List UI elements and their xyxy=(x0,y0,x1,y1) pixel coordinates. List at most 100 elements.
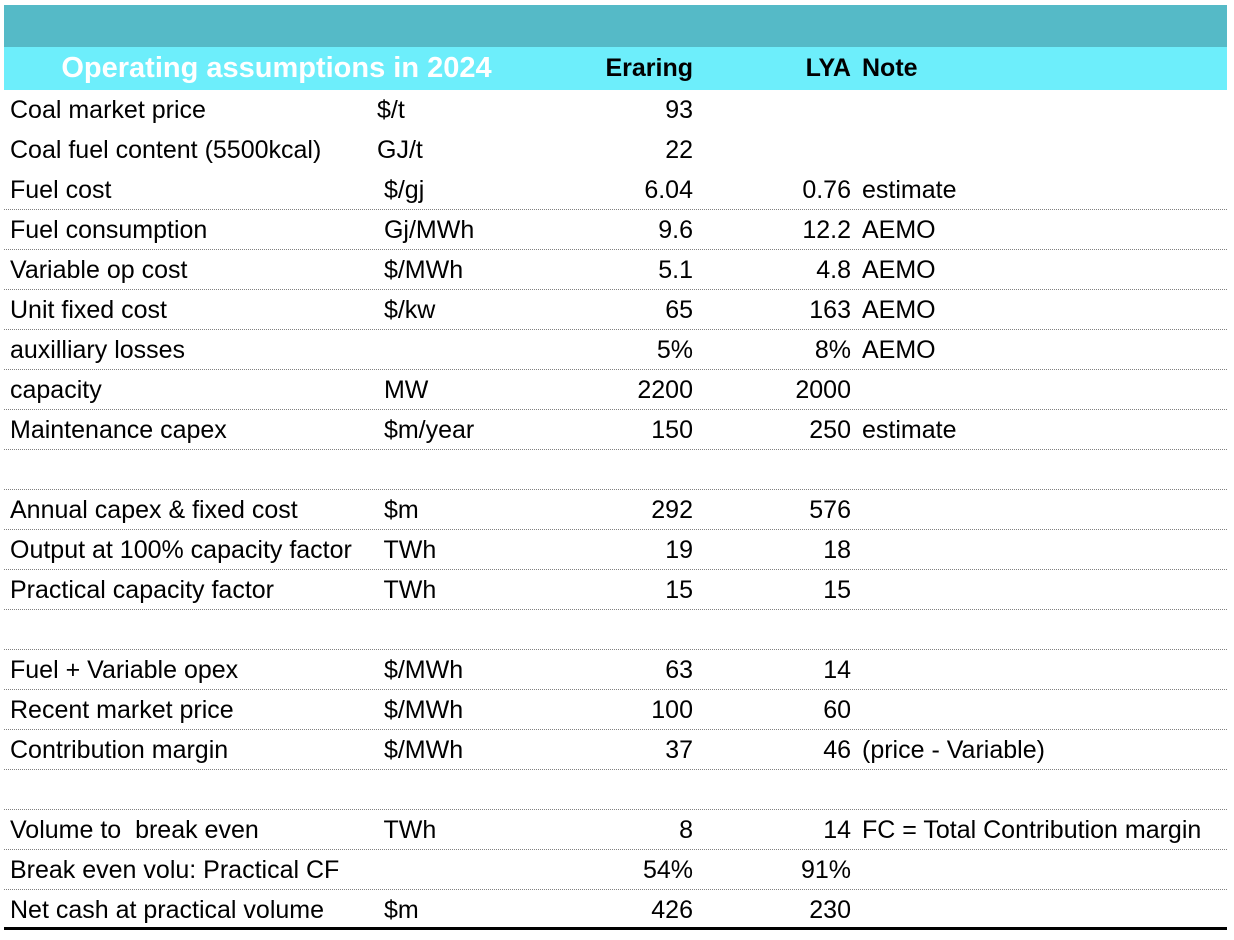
cell-lya: 14 xyxy=(823,816,851,844)
cell-eraring: 63 xyxy=(665,656,693,684)
table-row: Maintenance capex $m/year 150 250 estima… xyxy=(4,410,1227,450)
cell-eraring: 5% xyxy=(656,336,693,364)
cell-lya: 46 xyxy=(823,736,851,764)
cell-lya: 250 xyxy=(809,416,851,444)
cell-note xyxy=(851,890,1227,927)
cell-unit: TWh xyxy=(377,576,437,604)
cell-eraring: 93 xyxy=(665,96,693,124)
cell-unit: $m xyxy=(377,896,419,924)
cell-eraring: 19 xyxy=(665,536,693,564)
cell-note: estimate xyxy=(862,416,957,444)
cell-note xyxy=(851,610,1227,649)
cell-unit: $/gj xyxy=(377,176,425,204)
cell-label: Contribution margin xyxy=(10,736,229,764)
table-row: Annual capex & fixed cost $m 292 576 xyxy=(4,490,1227,530)
table-row xyxy=(4,770,1227,810)
cell-eraring: 8 xyxy=(679,816,693,844)
cell-label: Coal fuel content (5500kcal) xyxy=(10,136,322,164)
cell-lya: 91% xyxy=(800,856,851,884)
cell-unit xyxy=(367,330,523,369)
cell-label: Break even volu: Practical CF xyxy=(10,856,340,884)
cell-note xyxy=(851,490,1227,529)
table-row: Practical capacity factor TWh 15 15 xyxy=(4,570,1227,610)
cell-label: Maintenance capex xyxy=(10,416,227,444)
cell-lya xyxy=(693,770,851,809)
cell-note: FC = Total Contribution margin xyxy=(862,816,1202,844)
cell-note xyxy=(851,650,1227,689)
cell-label xyxy=(4,770,367,809)
cell-unit xyxy=(367,850,523,889)
table-row: Unit fixed cost $/kw 65 163 AEMO xyxy=(4,290,1227,330)
cell-label: Coal market price xyxy=(10,96,206,124)
cell-lya: 230 xyxy=(809,896,851,924)
cell-unit: TWh xyxy=(377,536,437,564)
cell-eraring: 6.04 xyxy=(644,176,693,204)
cell-note xyxy=(851,130,1227,170)
cell-note xyxy=(851,90,1227,130)
cell-unit xyxy=(367,770,523,809)
cell-unit: Gj/MWh xyxy=(377,216,475,244)
cell-lya: 8% xyxy=(814,336,851,364)
cell-eraring xyxy=(523,610,693,649)
cell-lya: 12.2 xyxy=(802,216,851,244)
cell-unit: $/kw xyxy=(377,296,436,324)
cell-note: AEMO xyxy=(862,256,936,284)
cell-eraring: 292 xyxy=(651,496,693,524)
cell-label: Annual capex & fixed cost xyxy=(10,496,298,524)
cell-label: Practical capacity factor xyxy=(10,576,274,604)
table-row: Fuel cost $/gj 6.04 0.76 estimate xyxy=(4,170,1227,210)
cell-lya: 4.8 xyxy=(816,256,851,284)
cell-label: Recent market price xyxy=(10,696,234,724)
cell-lya: 60 xyxy=(823,696,851,724)
cell-label: Unit fixed cost xyxy=(10,296,168,324)
column-header-lya: LYA xyxy=(805,54,851,82)
cell-eraring xyxy=(523,450,693,489)
table-row: Fuel consumption Gj/MWh 9.6 12.2 AEMO xyxy=(4,210,1227,250)
cell-eraring xyxy=(523,770,693,809)
cell-unit: $m xyxy=(377,496,419,524)
cell-lya xyxy=(693,90,851,130)
cell-lya xyxy=(693,450,851,489)
cell-eraring: 15 xyxy=(665,576,693,604)
table-row: capacity MW 2200 2000 xyxy=(4,370,1227,410)
cell-note: AEMO xyxy=(862,296,936,324)
table-body: Coal market price $/t 93 Coal fuel conte… xyxy=(4,90,1227,930)
table-row: Fuel + Variable opex $/MWh 63 14 xyxy=(4,650,1227,690)
cell-unit: $/t xyxy=(377,96,405,124)
cell-unit: MW xyxy=(377,376,429,404)
cell-unit: TWh xyxy=(377,816,437,844)
cell-unit xyxy=(367,450,523,489)
operating-assumptions-table: Operating assumptions in 2024 Eraring LY… xyxy=(4,5,1227,930)
cell-note xyxy=(851,850,1227,889)
cell-note: AEMO xyxy=(862,336,936,364)
column-header-spacer-unit xyxy=(367,47,523,90)
table-row xyxy=(4,450,1227,490)
table-row: Coal market price $/t 93 xyxy=(4,90,1227,130)
cell-lya: 2000 xyxy=(795,376,851,404)
table-title-bar: Operating assumptions in 2024 xyxy=(4,5,1227,84)
cell-note xyxy=(851,570,1227,609)
column-header-note: Note xyxy=(862,54,918,82)
cell-eraring: 54% xyxy=(642,856,693,884)
cell-eraring: 65 xyxy=(665,296,693,324)
column-header-spacer-label xyxy=(4,47,367,90)
table-row: Recent market price $/MWh 100 60 xyxy=(4,690,1227,730)
cell-label: Fuel cost xyxy=(10,176,112,204)
cell-label: Net cash at practical volume xyxy=(10,896,325,924)
table-row: Net cash at practical volume $m 426 230 xyxy=(4,890,1227,930)
cell-lya: 576 xyxy=(809,496,851,524)
cell-unit: $/MWh xyxy=(377,656,464,684)
table-row: auxilliary losses 5% 8% AEMO xyxy=(4,330,1227,370)
cell-lya: 14 xyxy=(823,656,851,684)
cell-note: (price - Variable) xyxy=(862,736,1045,764)
table-row: Contribution margin $/MWh 37 46 (price -… xyxy=(4,730,1227,770)
table-row xyxy=(4,610,1227,650)
cell-eraring: 100 xyxy=(651,696,693,724)
table-header-row: Eraring LYA Note xyxy=(4,47,1227,90)
cell-label xyxy=(4,450,367,489)
cell-label: Fuel + Variable opex xyxy=(10,656,239,684)
cell-lya: 163 xyxy=(809,296,851,324)
cell-unit: $m/year xyxy=(377,416,475,444)
cell-eraring: 37 xyxy=(665,736,693,764)
